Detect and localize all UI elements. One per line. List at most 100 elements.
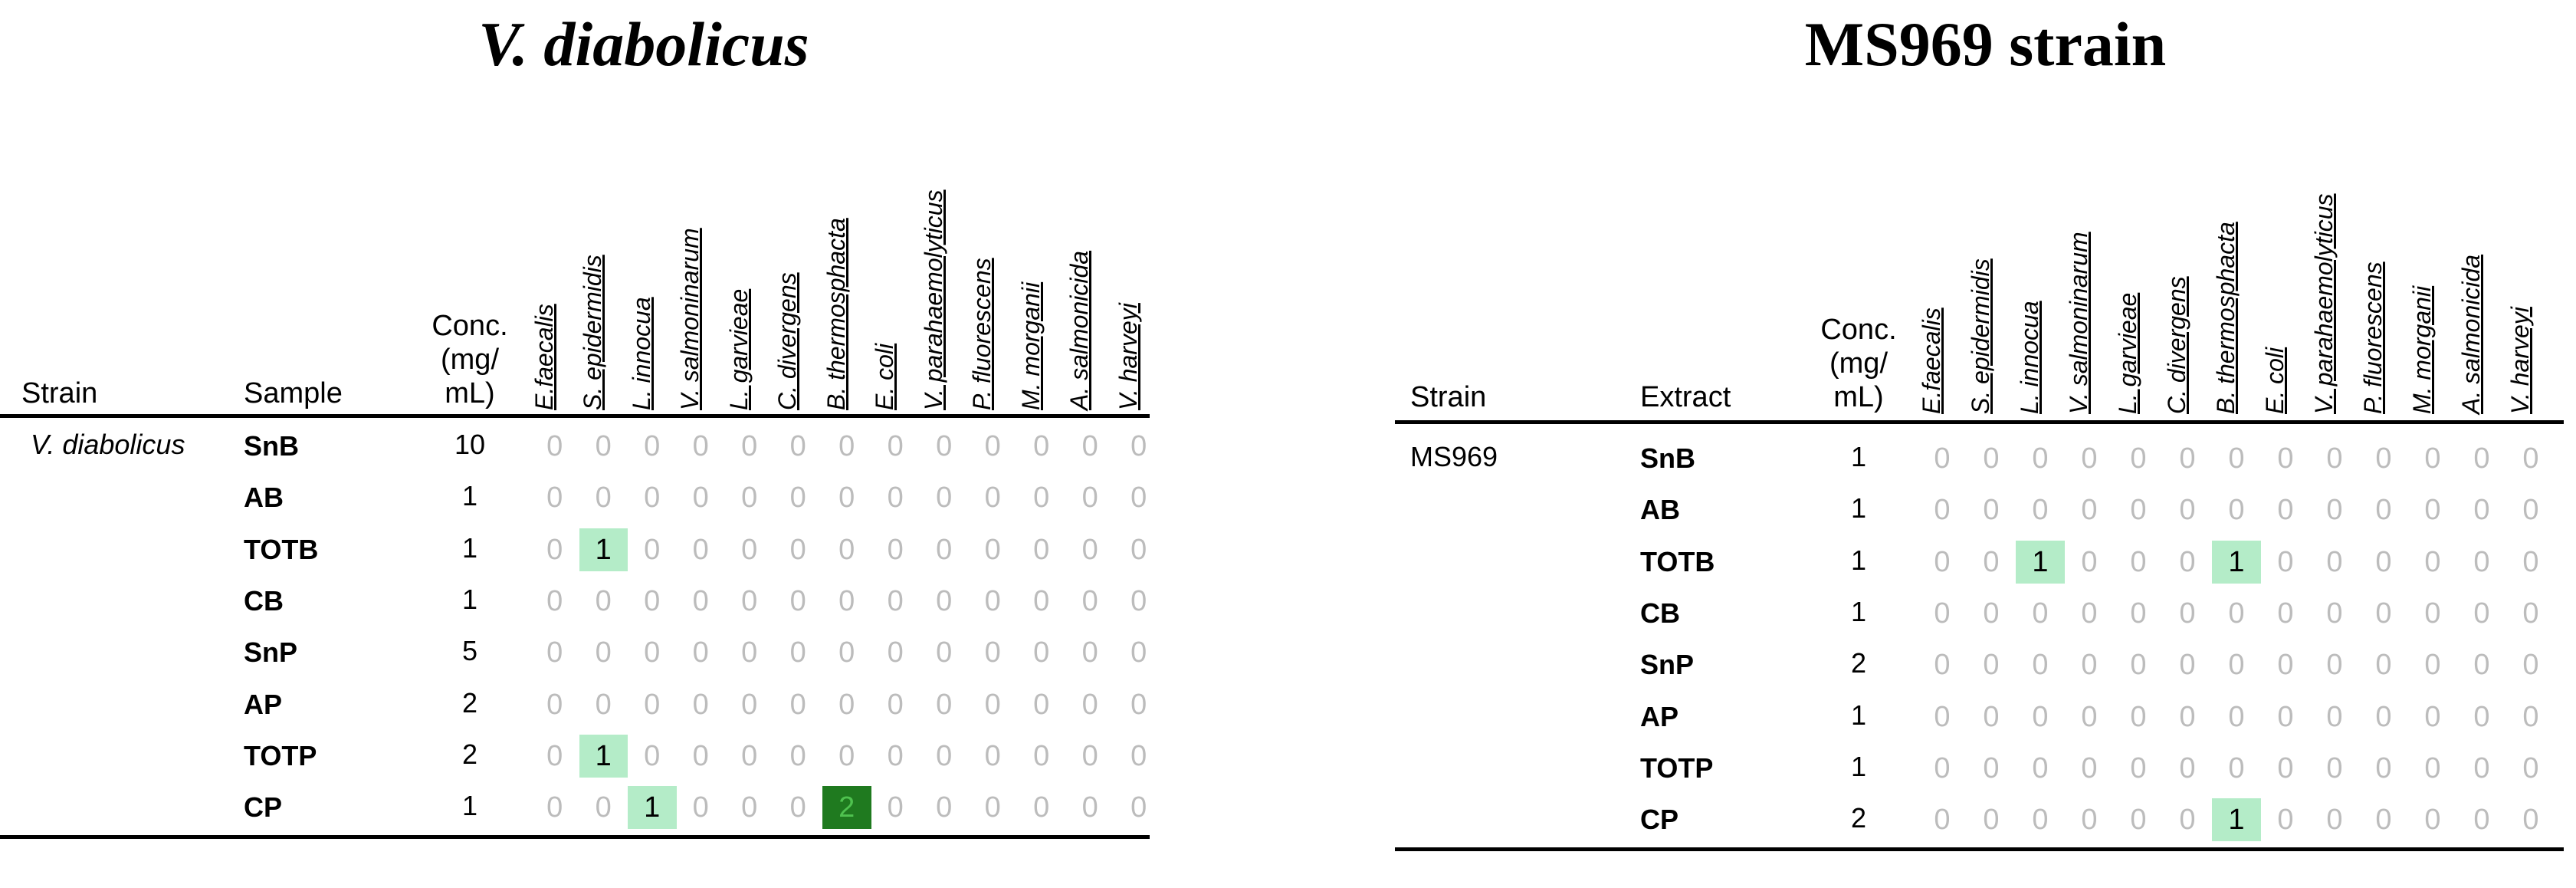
species-header: L. innocua: [2016, 301, 2043, 414]
activity-cell: 0: [2277, 442, 2294, 475]
activity-cell: 0: [2375, 545, 2392, 578]
species-header: E. coli: [2261, 347, 2289, 414]
species-header: C. divergens: [773, 272, 802, 410]
activity-cell: 0: [741, 584, 758, 617]
conc-value: 1: [461, 790, 478, 822]
activity-cell: 0: [2277, 597, 2294, 630]
activity-cell: 0: [595, 584, 612, 617]
activity-cell: 0: [2522, 494, 2539, 527]
sample-label: AB: [1640, 494, 1680, 526]
conc-value: 1: [1850, 750, 1867, 782]
activity-cell: 0: [2081, 804, 2098, 837]
activity-cell: 0: [2130, 700, 2147, 733]
activity-cell: 0: [2179, 700, 2196, 733]
activity-cell: 0: [595, 482, 612, 515]
activity-cell: 0: [2375, 804, 2392, 837]
activity-cell: 0: [1934, 700, 1951, 733]
activity-cell: 0: [2522, 700, 2539, 733]
activity-cell: 0: [546, 791, 563, 824]
sample-label: TOTB: [244, 533, 319, 565]
activity-cell: 0: [2473, 804, 2490, 837]
activity-cell: 0: [887, 791, 904, 824]
activity-cell: 0: [546, 636, 563, 669]
activity-cell: 0: [2081, 752, 2098, 784]
activity-cell: 0: [984, 636, 1001, 669]
activity-cell: 0: [2473, 752, 2490, 784]
activity-cell: 0: [2179, 804, 2196, 837]
activity-cell: 0: [838, 584, 855, 617]
activity-cell: 0: [644, 584, 661, 617]
activity-cell: 0: [2032, 597, 2049, 630]
activity-cell: 0: [1033, 636, 1050, 669]
activity-cell: 0: [2424, 597, 2441, 630]
activity-cell: 0: [1934, 752, 1951, 784]
activity-cell: 0: [838, 636, 855, 669]
activity-cell: 0: [936, 584, 953, 617]
activity-cell: 0: [2228, 649, 2245, 682]
sample-label: TOTP: [244, 739, 317, 771]
activity-cell: 0: [2326, 597, 2343, 630]
activity-cell: 0: [1130, 430, 1147, 462]
activity-cell: 0: [936, 636, 953, 669]
header-rule: [1395, 420, 2564, 424]
header-conc-line: Conc.: [432, 310, 508, 342]
activity-cell: 0: [2130, 752, 2147, 784]
activity-cell: 0: [1983, 752, 2000, 784]
activity-cell: 0: [1130, 739, 1147, 772]
conc-value: 1: [1850, 699, 1867, 731]
activity-cell: 0: [1033, 791, 1050, 824]
activity-cell: 0: [644, 636, 661, 669]
activity-cell: 0: [984, 688, 1001, 721]
activity-cell: 0: [1081, 533, 1098, 566]
activity-cell: 0: [2375, 752, 2392, 784]
activity-cell: 0: [2130, 494, 2147, 527]
activity-cell: 0: [2081, 597, 2098, 630]
activity-cell: 0: [1081, 739, 1098, 772]
activity-cell: 0: [2130, 649, 2147, 682]
activity-cell: 0: [1983, 597, 2000, 630]
species-header: E.faecalis: [530, 304, 558, 410]
activity-cell: 0: [789, 636, 806, 669]
activity-cell: 0: [2228, 597, 2245, 630]
activity-cell: 0: [1033, 482, 1050, 515]
activity-cell: 0: [692, 688, 709, 721]
activity-cell: 1: [2212, 798, 2261, 842]
activity-cell: 0: [2179, 545, 2196, 578]
activity-cell: 0: [692, 584, 709, 617]
activity-cell: 0: [2522, 545, 2539, 578]
activity-cell: 0: [1130, 688, 1147, 721]
conc-value: 1: [461, 583, 478, 615]
activity-cell: 0: [2228, 700, 2245, 733]
activity-cell: 0: [2375, 494, 2392, 527]
activity-cell: 0: [2228, 442, 2245, 475]
sample-label: SnP: [244, 636, 298, 669]
strain-label: V. diabolicus: [31, 429, 185, 460]
activity-cell: 0: [2179, 649, 2196, 682]
conc-value: 2: [1850, 647, 1867, 679]
activity-cell: 0: [936, 688, 953, 721]
activity-cell: 0: [936, 482, 953, 515]
conc-value: 1: [1850, 441, 1867, 472]
sample-label: CB: [244, 584, 284, 617]
activity-cell: 0: [1081, 636, 1098, 669]
activity-cell: 0: [2032, 442, 2049, 475]
activity-cell: 1: [628, 786, 677, 830]
activity-cell: 0: [644, 688, 661, 721]
activity-cell: 0: [546, 584, 563, 617]
activity-cell: 0: [2375, 649, 2392, 682]
activity-cell: 0: [2522, 442, 2539, 475]
conc-value: 10: [454, 429, 486, 460]
activity-cell: 0: [936, 533, 953, 566]
activity-cell: 0: [546, 430, 563, 462]
header-conc-line: Conc.: [1820, 314, 1897, 346]
activity-cell: 0: [838, 482, 855, 515]
header-conc-line: (mg/: [1829, 347, 1888, 380]
activity-cell: 0: [2277, 649, 2294, 682]
activity-cell: 0: [692, 636, 709, 669]
activity-cell: 0: [2424, 649, 2441, 682]
species-header: P. fluorescens: [968, 258, 996, 410]
activity-cell: 0: [2375, 597, 2392, 630]
activity-cell: 0: [741, 636, 758, 669]
species-header: V. salmoninarum: [676, 228, 704, 410]
activity-cell: 0: [2179, 752, 2196, 784]
